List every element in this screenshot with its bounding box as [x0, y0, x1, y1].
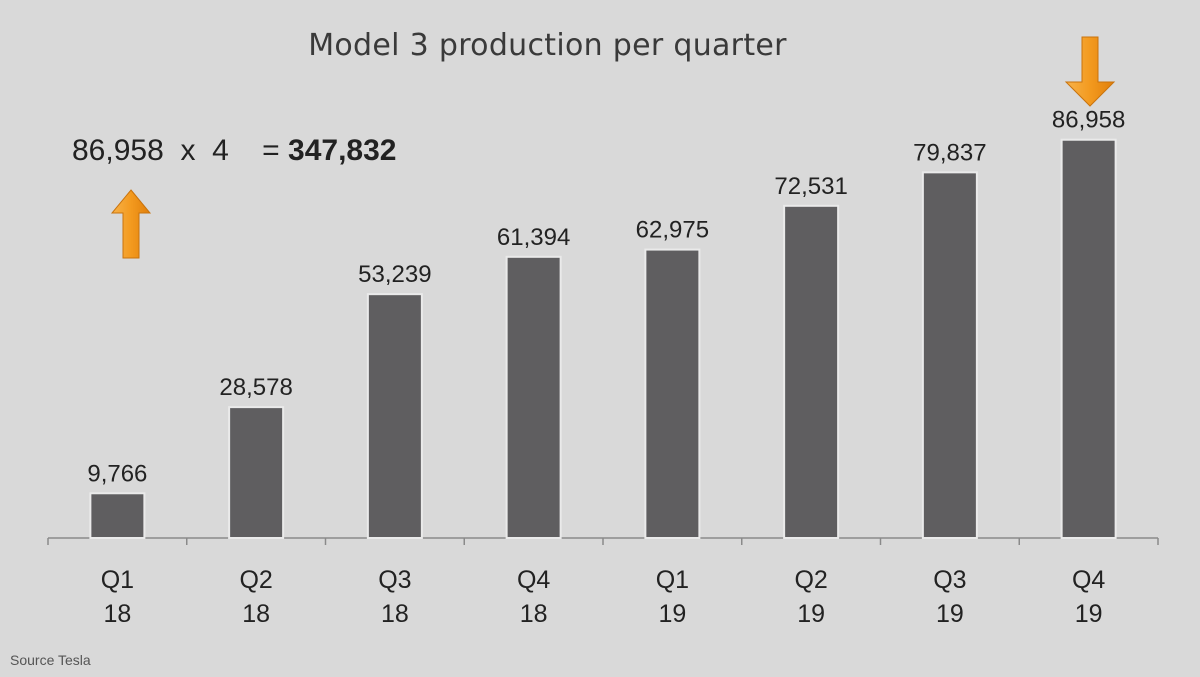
x-tick-label-year: 18 [242, 600, 270, 628]
x-tick-label-year: 19 [658, 600, 686, 628]
bar [505, 255, 562, 539]
source-note: Source Tesla [10, 652, 91, 668]
data-label: 61,394 [497, 224, 570, 251]
bar [228, 406, 285, 539]
bar [783, 204, 840, 539]
up-arrow-icon [110, 189, 152, 259]
x-tick-label-year: 18 [103, 600, 131, 628]
data-label: 72,531 [774, 173, 847, 200]
x-tick-label-year: 19 [797, 600, 825, 628]
data-label: 53,239 [358, 261, 431, 288]
calculation: 86,958 x 4 = 347,832 [72, 134, 396, 168]
bar [1060, 138, 1117, 539]
x-tick-label-year: 18 [520, 600, 548, 628]
x-tick-label-quarter: Q1 [101, 566, 134, 594]
down-arrow-icon [1064, 36, 1116, 107]
data-label: 86,958 [1052, 107, 1125, 134]
data-label: 9,766 [87, 460, 147, 487]
bar [644, 248, 701, 539]
x-tick-label-quarter: Q3 [933, 566, 966, 594]
data-label: 28,578 [219, 374, 292, 401]
calc-multiplier: 4 [212, 134, 229, 167]
calc-base: 86,958 [72, 134, 164, 167]
data-label: 62,975 [636, 217, 709, 244]
x-tick-label-year: 19 [1075, 600, 1103, 628]
data-label: 79,837 [913, 139, 986, 166]
bar [89, 492, 146, 540]
x-tick-label-quarter: Q4 [517, 566, 550, 594]
bar [366, 293, 423, 539]
x-tick-label-quarter: Q2 [239, 566, 272, 594]
calc-equals: = [262, 134, 280, 167]
calc-result: 347,832 [288, 134, 397, 167]
x-tick-label-quarter: Q4 [1072, 566, 1105, 594]
x-tick-label-quarter: Q1 [656, 566, 689, 594]
x-tick-label-quarter: Q3 [378, 566, 411, 594]
x-tick-label-quarter: Q2 [794, 566, 827, 594]
chart-title: Model 3 production per quarter [308, 28, 787, 63]
calc-times: x [180, 134, 196, 167]
bar [921, 171, 978, 540]
x-tick-label-year: 19 [936, 600, 964, 628]
x-tick-label-year: 18 [381, 600, 409, 628]
